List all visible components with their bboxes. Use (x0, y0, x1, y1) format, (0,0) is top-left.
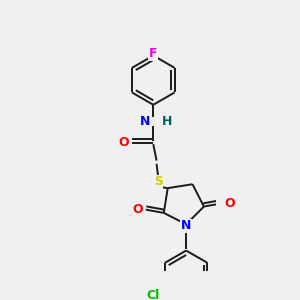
Text: H: H (161, 115, 172, 128)
Text: O: O (133, 203, 143, 216)
Text: S: S (154, 176, 163, 188)
Text: O: O (225, 197, 235, 210)
Text: F: F (149, 47, 158, 60)
Text: Cl: Cl (147, 289, 160, 300)
Text: N: N (181, 219, 191, 232)
Text: O: O (118, 136, 129, 149)
Text: N: N (140, 115, 151, 128)
